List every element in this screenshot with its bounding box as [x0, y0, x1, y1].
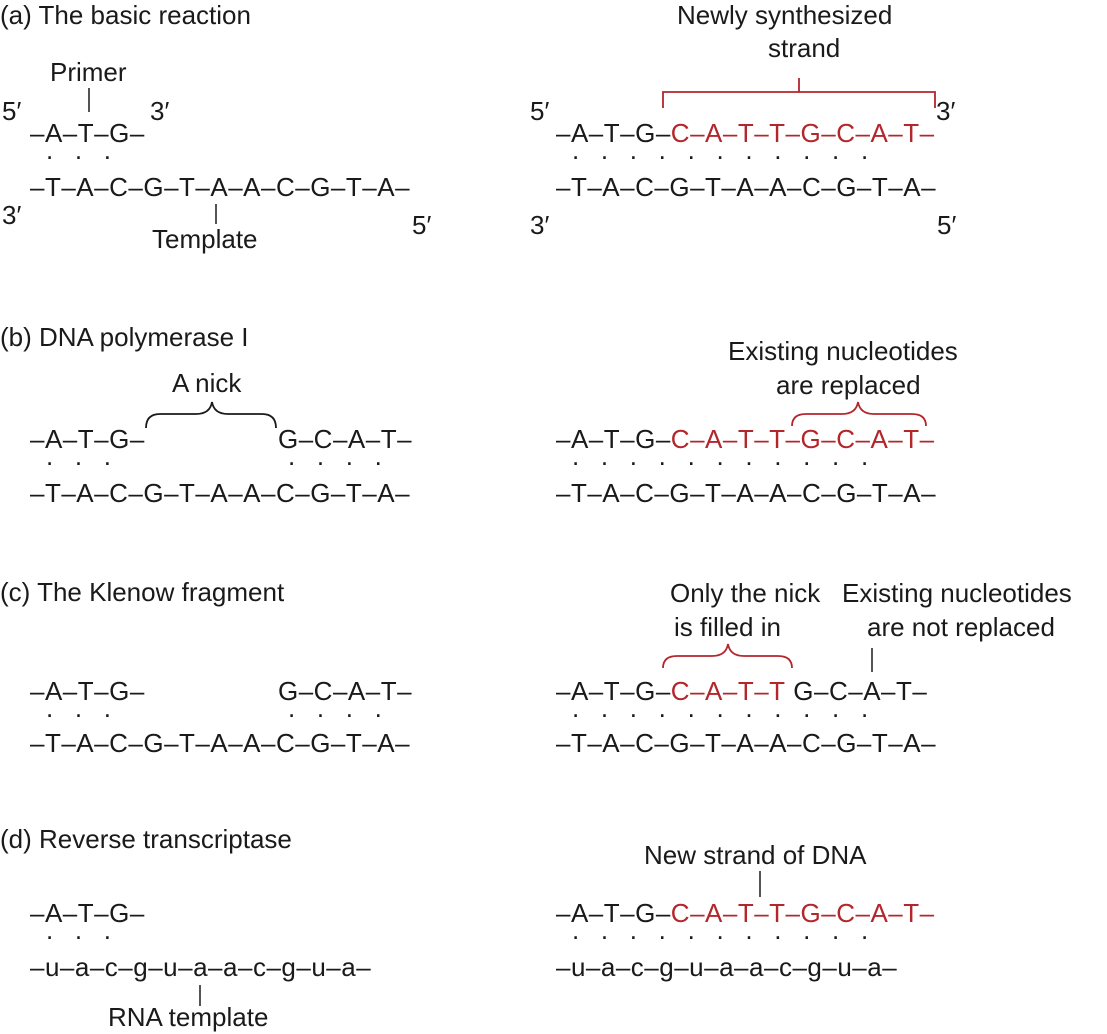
new-segment: C–A–T–T–G–C–A–T– — [670, 118, 935, 148]
upstream-strand: –A–T–G– — [30, 676, 145, 706]
new-segment: C–A–T–T–G–C–A–T– — [670, 898, 935, 928]
new-strand-bracket — [662, 78, 936, 108]
not-replaced-label: are not replaced — [867, 612, 1055, 642]
template-label: Template — [152, 224, 258, 254]
primer-strand: –A–T–G– — [30, 118, 145, 148]
base-pair-dots: . . . . . . . . . . . — [572, 915, 869, 945]
upstream-segment: –A–T–G– — [556, 676, 671, 706]
base-pair-dots: . . . — [46, 441, 112, 471]
nick-brace — [145, 401, 277, 429]
three-prime-label: 3′ — [150, 96, 170, 126]
base-pair-dots: . . . — [46, 693, 112, 723]
fill-segment: C–A–T–T — [670, 676, 786, 706]
primer-segment: –A–T–G– — [556, 118, 671, 148]
template-strand: –T–A–C–G–T–A–A–C–G–T–A– — [556, 728, 937, 758]
panel-a-title: (a) The basic reaction — [0, 0, 251, 30]
rna-template-strand: –u–a–c–g–u–a–a–c–g–u–a– — [30, 952, 372, 982]
template-strand: –T–A–C–G–T–A–A–C–G–T–A– — [30, 728, 411, 758]
base-pair-dots: . . . . . . . . . . . — [572, 135, 869, 165]
rna-template-label: RNA template — [108, 1002, 269, 1032]
rna-template-strand: –u–a–c–g–u–a–a–c–g–u–a– — [556, 952, 898, 982]
primer-label: Primer — [50, 57, 127, 87]
replaced-brace — [791, 401, 927, 427]
five-prime-label: 5′ — [530, 96, 550, 126]
primer-strand: –A–T–G– — [30, 898, 145, 928]
new-strand-label: strand — [768, 33, 841, 63]
extended-strand: –A–T–G–C–A–T–T–G–C–A–T– — [556, 118, 935, 148]
base-pair-dots: . . . — [46, 915, 112, 945]
five-prime-label: 5′ — [2, 96, 22, 126]
panel-c-title: (c) The Klenow fragment — [0, 577, 285, 607]
not-replaced-label: Existing nucleotides — [842, 578, 1072, 608]
base-pair-dots: . . . . . . . . . . . — [572, 693, 869, 723]
downstream-strand: G–C–A–T– — [278, 676, 413, 706]
upstream-segment: –A–T–G– — [556, 424, 671, 454]
primer-segment: –A–T–G– — [556, 898, 671, 928]
three-prime-label: 3′ — [936, 96, 956, 126]
five-prime-label: 5′ — [412, 210, 432, 240]
downstream-strand: G–C–A–T– — [278, 424, 413, 454]
extended-strand: –A–T–G–C–A–T–T–G–C–A–T– — [556, 898, 935, 928]
filled-label: is filled in — [674, 612, 781, 642]
base-pair-dots: . . . . — [288, 441, 382, 471]
downstream-segment: G–C–A–T– — [793, 676, 928, 706]
filled-label: Only the nick — [670, 578, 821, 608]
template-strand: –T–A–C–G–T–A–A–C–G–T–A– — [556, 478, 937, 508]
extended-strand: –A–T–G–C–A–T–T G–C–A–T– — [556, 676, 927, 706]
base-pair-dots: . . . . . . . . . . . — [572, 441, 869, 471]
replaced-label: Existing nucleotides — [728, 336, 958, 366]
filled-brace — [662, 643, 793, 669]
three-prime-label: 3′ — [530, 210, 550, 240]
extended-strand: –A–T–G–C–A–T–T–G–C–A–T– — [556, 424, 935, 454]
replaced-label: are replaced — [776, 370, 921, 400]
new-segment: C–A–T–T–G–C–A–T– — [670, 424, 935, 454]
nick-label: A nick — [172, 368, 242, 398]
panel-d-title: (d) Reverse transcriptase — [0, 824, 292, 854]
template-strand: –T–A–C–G–T–A–A–C–G–T–A– — [30, 172, 411, 202]
base-pair-dots: . . . — [46, 135, 112, 165]
base-pair-dots: . . . . — [288, 693, 382, 723]
three-prime-label: 3′ — [2, 200, 22, 230]
new-dna-label: New strand of DNA — [644, 840, 867, 870]
five-prime-label: 5′ — [937, 210, 957, 240]
new-strand-label: Newly synthesized — [677, 0, 893, 30]
upstream-strand: –A–T–G– — [30, 424, 145, 454]
panel-b-title: (b) DNA polymerase I — [0, 322, 249, 352]
template-strand: –T–A–C–G–T–A–A–C–G–T–A– — [556, 172, 937, 202]
template-strand: –T–A–C–G–T–A–A–C–G–T–A– — [30, 478, 411, 508]
